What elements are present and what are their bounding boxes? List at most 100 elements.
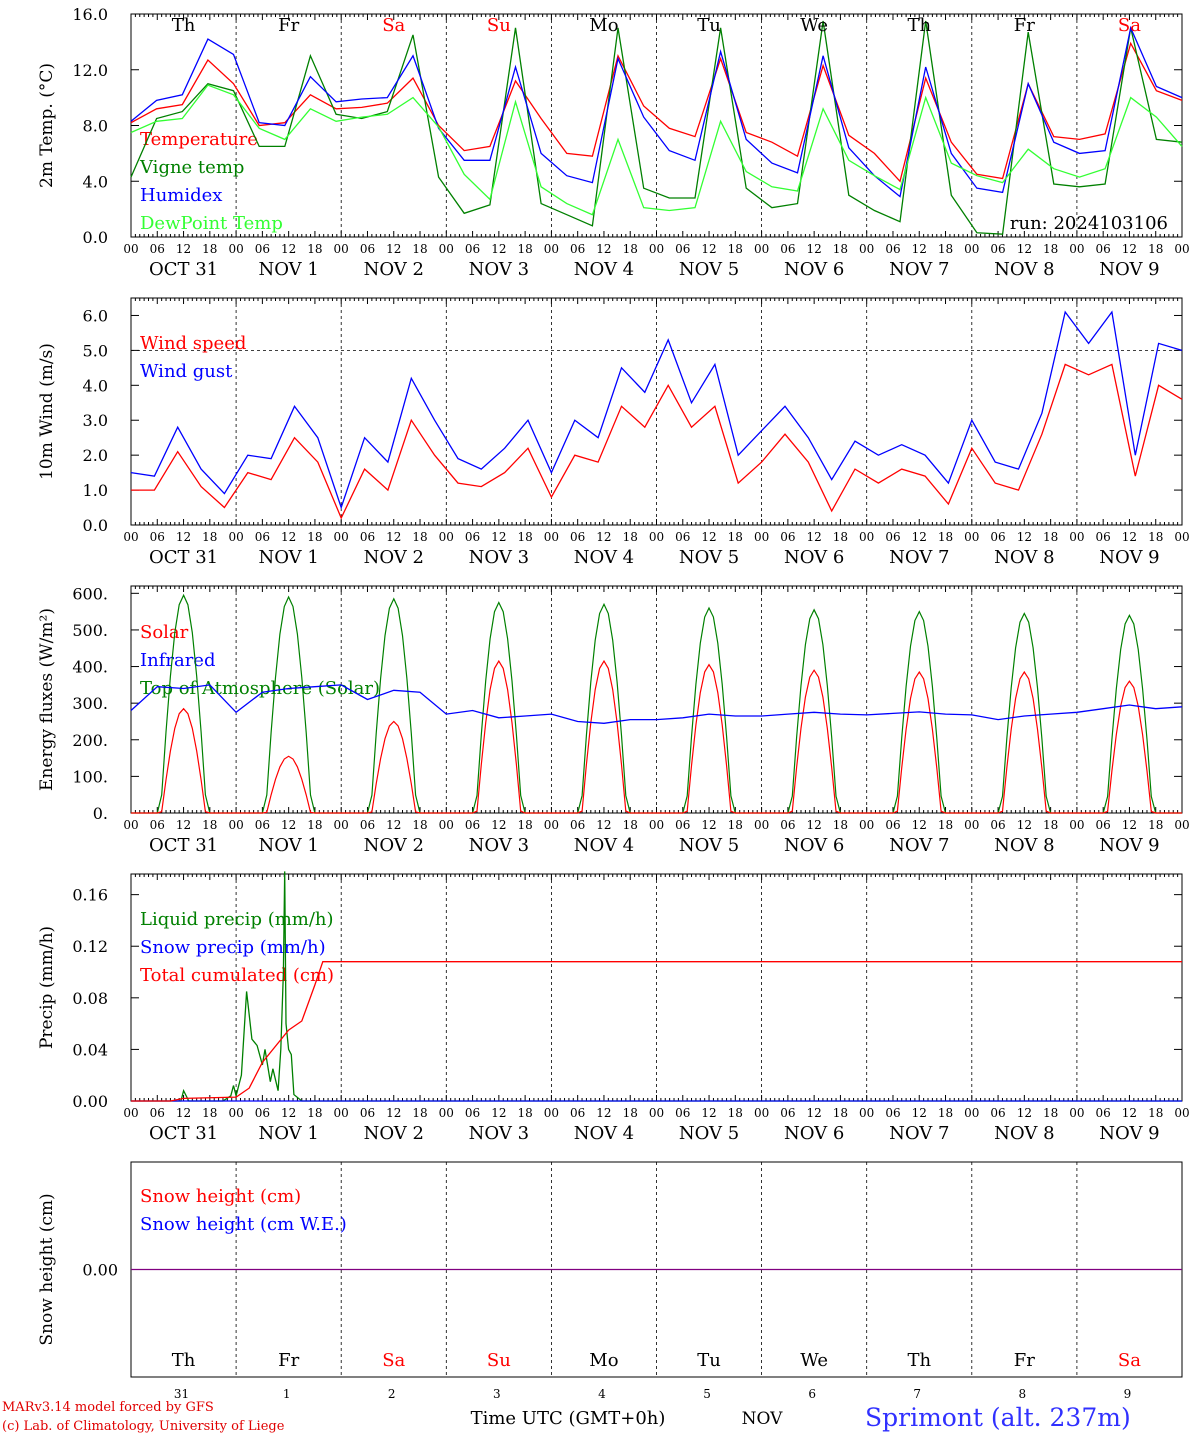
- day-label: Sa: [1118, 15, 1141, 36]
- hour-tick-label: 18: [307, 242, 322, 256]
- date-label: NOV 1: [258, 547, 318, 568]
- hour-tick-label: 06: [1096, 242, 1111, 256]
- hour-tick-label: 00: [754, 1106, 769, 1120]
- day-number: 6: [808, 1387, 816, 1401]
- hour-tick-label: 06: [675, 1106, 690, 1120]
- y-tick-label: 100.: [72, 767, 108, 786]
- y-tick-label: 300.: [72, 694, 108, 713]
- y-tick-label: 3.0: [83, 411, 108, 430]
- hour-tick-label: 12: [701, 818, 716, 832]
- hour-tick-label: 12: [176, 242, 191, 256]
- date-label: NOV 2: [364, 259, 424, 280]
- y-tick-label: 6.0: [83, 306, 108, 325]
- hour-tick-label: 06: [570, 1106, 585, 1120]
- day-label: Sa: [382, 1350, 405, 1371]
- hour-tick-label: 12: [701, 530, 716, 544]
- hour-tick-label: 12: [1017, 1106, 1032, 1120]
- day-number: 2: [388, 1387, 396, 1401]
- hour-tick-label: 06: [360, 242, 375, 256]
- hour-tick-label: 12: [596, 1106, 611, 1120]
- hour-tick-label: 12: [807, 1106, 822, 1120]
- date-label: NOV 7: [889, 835, 949, 856]
- day-label: Th: [907, 1350, 931, 1371]
- date-label: NOV 1: [258, 259, 318, 280]
- hour-tick-label: 00: [649, 818, 664, 832]
- date-label: NOV 2: [364, 1123, 424, 1144]
- hour-tick-label: 00: [334, 530, 349, 544]
- day-label: Sa: [382, 15, 405, 36]
- day-label: We: [800, 1350, 828, 1371]
- hour-tick-label: 06: [150, 1106, 165, 1120]
- date-label: NOV 5: [679, 835, 739, 856]
- hour-tick-label: 00: [544, 530, 559, 544]
- hour-tick-label: 00: [1174, 818, 1189, 832]
- day-label: We: [800, 15, 828, 36]
- hour-tick-label: 00: [859, 530, 874, 544]
- hour-tick-label: 00: [1069, 1106, 1084, 1120]
- date-label: OCT 31: [149, 547, 218, 568]
- hour-tick-label: 18: [202, 242, 217, 256]
- y-tick-label: 0.08: [72, 989, 108, 1008]
- hour-tick-label: 18: [1148, 818, 1163, 832]
- hour-tick-label: 12: [596, 818, 611, 832]
- day-number: 31: [174, 1387, 189, 1401]
- hour-tick-label: 18: [1043, 530, 1058, 544]
- hour-tick-label: 12: [912, 242, 927, 256]
- y-axis-title: 10m Wind (m/s): [37, 343, 57, 480]
- legend-entry: Infrared: [140, 650, 215, 671]
- hour-tick-label: 00: [123, 530, 138, 544]
- hour-tick-label: 18: [517, 530, 532, 544]
- hour-tick-label: 12: [176, 1106, 191, 1120]
- hour-tick-label: 18: [833, 242, 848, 256]
- date-label: NOV 8: [994, 1123, 1054, 1144]
- hour-tick-label: 18: [1148, 530, 1163, 544]
- hour-tick-label: 18: [938, 530, 953, 544]
- hour-tick-label: 18: [728, 818, 743, 832]
- hour-tick-label: 00: [964, 530, 979, 544]
- y-axis-title: Snow height (cm): [37, 1193, 57, 1345]
- day-label: Th: [172, 15, 196, 36]
- hour-tick-label: 18: [1043, 242, 1058, 256]
- day-label: Fr: [278, 1350, 299, 1371]
- legend-entry: Total cumulated (cm): [140, 965, 334, 986]
- credit-lab: (c) Lab. of Climatology, University of L…: [2, 1419, 285, 1434]
- hour-tick-label: 00: [228, 242, 243, 256]
- series-line-temperature: [130, 41, 1183, 183]
- hour-tick-label: 18: [517, 818, 532, 832]
- hour-tick-label: 12: [1017, 242, 1032, 256]
- series-line-solar: [131, 659, 1182, 814]
- y-tick-label: 4.0: [83, 376, 108, 395]
- hour-tick-label: 00: [1069, 242, 1084, 256]
- hour-tick-label: 12: [912, 1106, 927, 1120]
- hour-tick-label: 18: [833, 818, 848, 832]
- date-label: NOV 4: [574, 259, 634, 280]
- date-label: NOV 4: [574, 835, 634, 856]
- date-label: NOV 8: [994, 835, 1054, 856]
- hour-tick-label: 18: [202, 818, 217, 832]
- date-label: NOV 4: [574, 1123, 634, 1144]
- hour-tick-label: 06: [465, 242, 480, 256]
- day-number: 5: [703, 1387, 711, 1401]
- date-label: NOV 7: [889, 259, 949, 280]
- legend-entry: Solar: [140, 622, 189, 643]
- hour-tick-label: 00: [1174, 242, 1189, 256]
- hour-tick-label: 00: [964, 242, 979, 256]
- hour-tick-label: 06: [990, 242, 1005, 256]
- date-label: NOV 6: [784, 835, 844, 856]
- y-tick-label: 2.0: [83, 446, 108, 465]
- hour-tick-label: 06: [780, 1106, 795, 1120]
- hour-tick-label: 00: [439, 1106, 454, 1120]
- hour-tick-label: 12: [176, 530, 191, 544]
- day-number: 7: [913, 1387, 921, 1401]
- date-label: NOV 6: [784, 259, 844, 280]
- hour-tick-label: 06: [570, 530, 585, 544]
- y-tick-label: 4.0: [83, 172, 108, 191]
- hour-tick-label: 06: [255, 818, 270, 832]
- day-label: Th: [907, 15, 931, 36]
- hour-tick-label: 18: [1148, 242, 1163, 256]
- hour-tick-label: 12: [176, 818, 191, 832]
- y-axis-title: 2m Temp. (°C): [37, 63, 57, 188]
- hour-tick-label: 00: [334, 1106, 349, 1120]
- hour-tick-label: 00: [754, 818, 769, 832]
